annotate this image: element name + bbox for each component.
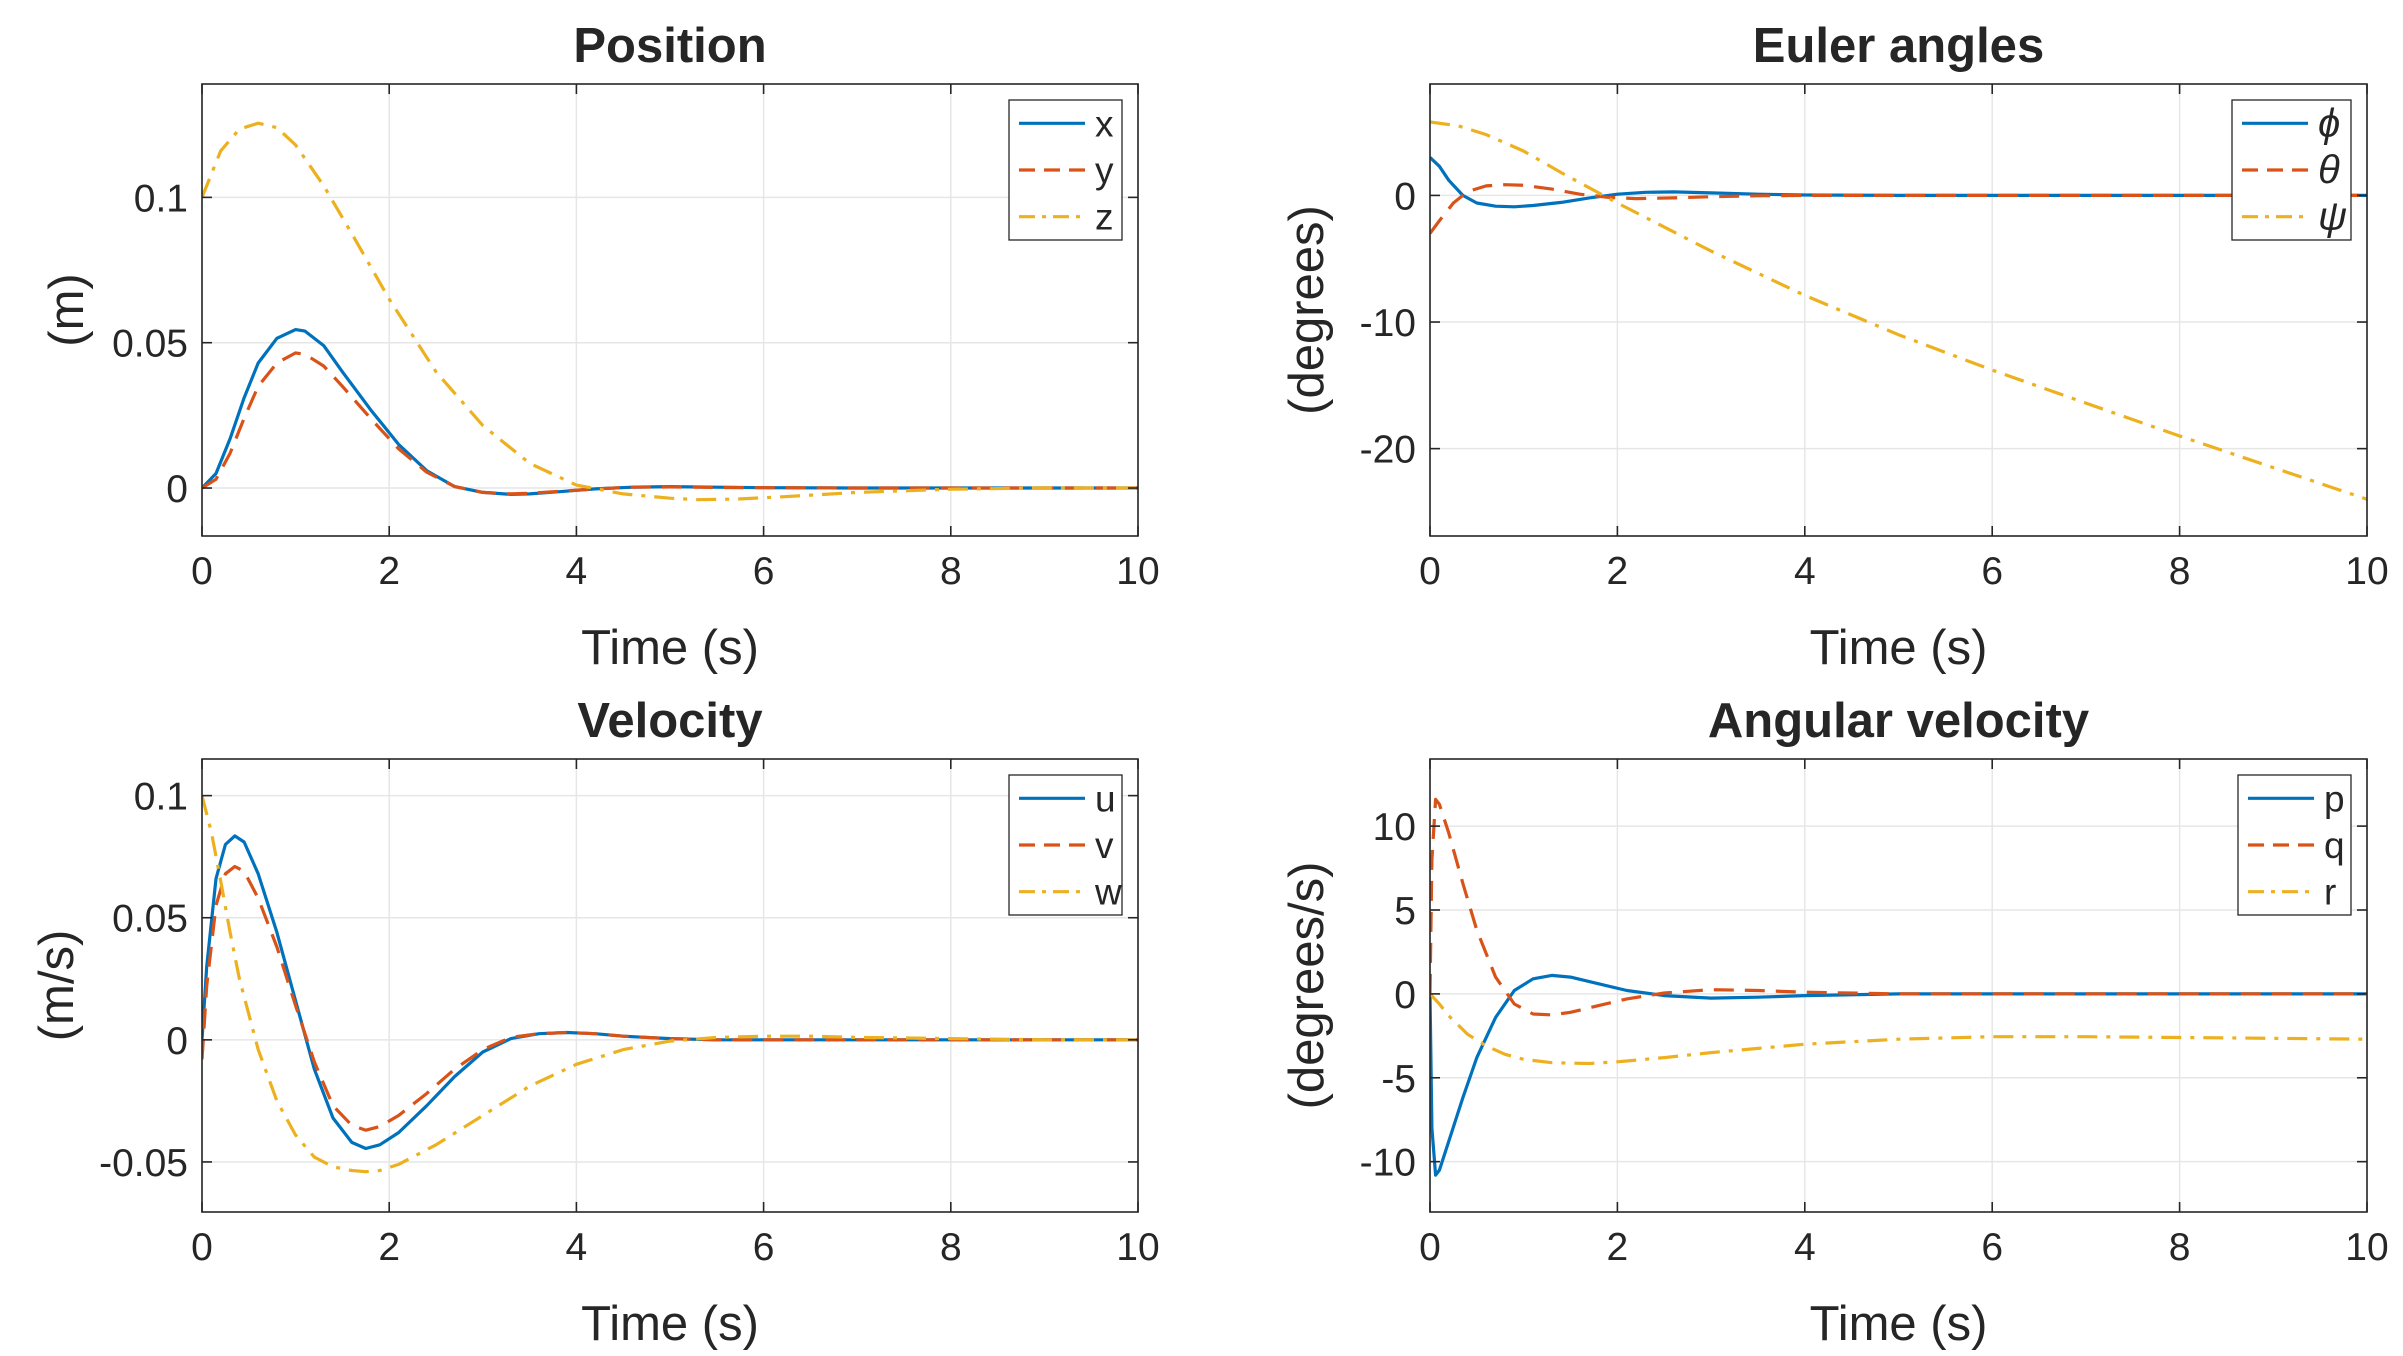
y-axis-label: (degrees/s) — [1280, 862, 1334, 1110]
legend-label: v — [1095, 825, 1114, 866]
series-group — [202, 795, 1138, 1174]
chart-title: Angular velocity — [1708, 694, 2089, 748]
chart-euler-angles: 0 2 4 6 8 10 -20 -10 0 Euler angles Time (s) (degre… — [1280, 19, 2389, 675]
legend-label: θ — [2318, 148, 2340, 192]
x-tick-label: 2 — [1607, 550, 1629, 593]
series-line-z — [202, 121, 1138, 502]
x-axis-label: Time (s) — [1810, 1297, 1988, 1351]
x-tick-label: 8 — [940, 1226, 962, 1269]
y-tick-label: -5 — [1381, 1058, 1416, 1101]
y-tick-label: 0.05 — [112, 898, 188, 941]
y-tick-label: 0 — [166, 1020, 188, 1063]
plot-area — [202, 84, 1138, 536]
y-tick-label: -10 — [1360, 302, 1416, 345]
series-line-p — [1430, 973, 2367, 1177]
chart-position: 0 2 4 6 8 10 0 0.05 0.1 Position Time (s) (m) xyz — [40, 19, 1160, 675]
legend-label: x — [1095, 103, 1114, 144]
legend-label: w — [1094, 872, 1122, 913]
legend-label: ψ — [2318, 195, 2347, 239]
x-tick-label: 4 — [1794, 1226, 1816, 1269]
y-axis-label: (m) — [40, 273, 94, 346]
series-group — [1430, 120, 2367, 501]
y-tick-label: 0.1 — [134, 776, 188, 819]
series-line-w — [202, 795, 1138, 1174]
chart-title: Euler angles — [1753, 19, 2044, 73]
x-tick-label: 6 — [1981, 550, 2003, 593]
legend: pqr — [2237, 774, 2352, 916]
x-tick-label: 4 — [1794, 550, 1816, 593]
y-tick-label: -10 — [1360, 1142, 1416, 1185]
x-tick-label: 2 — [378, 550, 400, 593]
legend-label: u — [1095, 778, 1116, 819]
chart-angular-velocity: 0 2 4 6 8 10 -10 -5 0 5 10 Angular velocity Time (s)… — [1280, 694, 2389, 1351]
series-line-y — [202, 351, 1138, 496]
series-line-ψ — [1430, 120, 2367, 501]
x-tick-label: 10 — [2345, 550, 2388, 593]
x-tick-label: 0 — [1419, 550, 1441, 593]
series-line-q — [1430, 797, 2367, 1017]
legend: uvw — [1008, 774, 1123, 916]
x-tick-label: 6 — [753, 1226, 775, 1269]
y-tick-label: 0 — [1394, 974, 1416, 1017]
legend-label: p — [2324, 778, 2345, 819]
plot-area — [1430, 759, 2367, 1212]
y-tick-label: 5 — [1394, 890, 1416, 933]
x-tick-label: 0 — [191, 550, 213, 593]
plot-area — [202, 759, 1138, 1212]
y-tick-label: -0.05 — [99, 1142, 188, 1185]
legend-label: z — [1095, 197, 1114, 238]
x-tick-label: 10 — [1116, 550, 1159, 593]
legend-label: r — [2324, 872, 2336, 913]
axes-box — [201, 758, 1139, 1213]
y-tick-label: -20 — [1360, 429, 1416, 472]
axes-box — [1429, 83, 2368, 537]
legend-label: ϕ — [2318, 101, 2340, 145]
axes-box — [1429, 758, 2368, 1213]
x-tick-label: 0 — [191, 1226, 213, 1269]
y-tick-label: 0.1 — [134, 177, 188, 220]
y-axis-label: (m/s) — [30, 930, 84, 1042]
chart-title: Velocity — [577, 694, 762, 748]
y-tick-label: 10 — [1373, 806, 1416, 849]
x-tick-label: 6 — [1981, 1226, 2003, 1269]
x-tick-label: 0 — [1419, 1226, 1441, 1269]
legend-label: y — [1095, 150, 1114, 191]
x-axis-label: Time (s) — [1810, 621, 1988, 675]
x-tick-label: 8 — [940, 550, 962, 593]
plot-area — [1430, 84, 2367, 536]
legend: xyz — [1008, 99, 1123, 241]
x-tick-label: 10 — [1116, 1226, 1159, 1269]
legend: ϕθψ — [2231, 99, 2352, 241]
series-group — [1430, 797, 2367, 1177]
x-tick-label: 2 — [1607, 1226, 1629, 1269]
x-tick-label: 6 — [753, 550, 775, 593]
y-tick-label: 0 — [1394, 175, 1416, 218]
series-line-θ — [1430, 183, 2367, 235]
series-line-r — [1430, 992, 2367, 1066]
axes-box — [201, 83, 1139, 537]
x-axis-label: Time (s) — [581, 1297, 759, 1351]
x-tick-label: 8 — [2169, 550, 2191, 593]
x-axis-label: Time (s) — [581, 621, 759, 675]
x-tick-label: 2 — [378, 1226, 400, 1269]
legend-label: q — [2324, 825, 2345, 866]
y-tick-label: 0.05 — [112, 323, 188, 366]
y-axis-label: (degrees) — [1280, 205, 1334, 415]
x-tick-label: 4 — [566, 550, 588, 593]
y-tick-label: 0 — [166, 468, 188, 511]
chart-title: Position — [573, 19, 766, 73]
x-tick-label: 10 — [2345, 1226, 2388, 1269]
x-tick-label: 8 — [2169, 1226, 2191, 1269]
x-tick-label: 4 — [566, 1226, 588, 1269]
series-group — [202, 121, 1138, 502]
